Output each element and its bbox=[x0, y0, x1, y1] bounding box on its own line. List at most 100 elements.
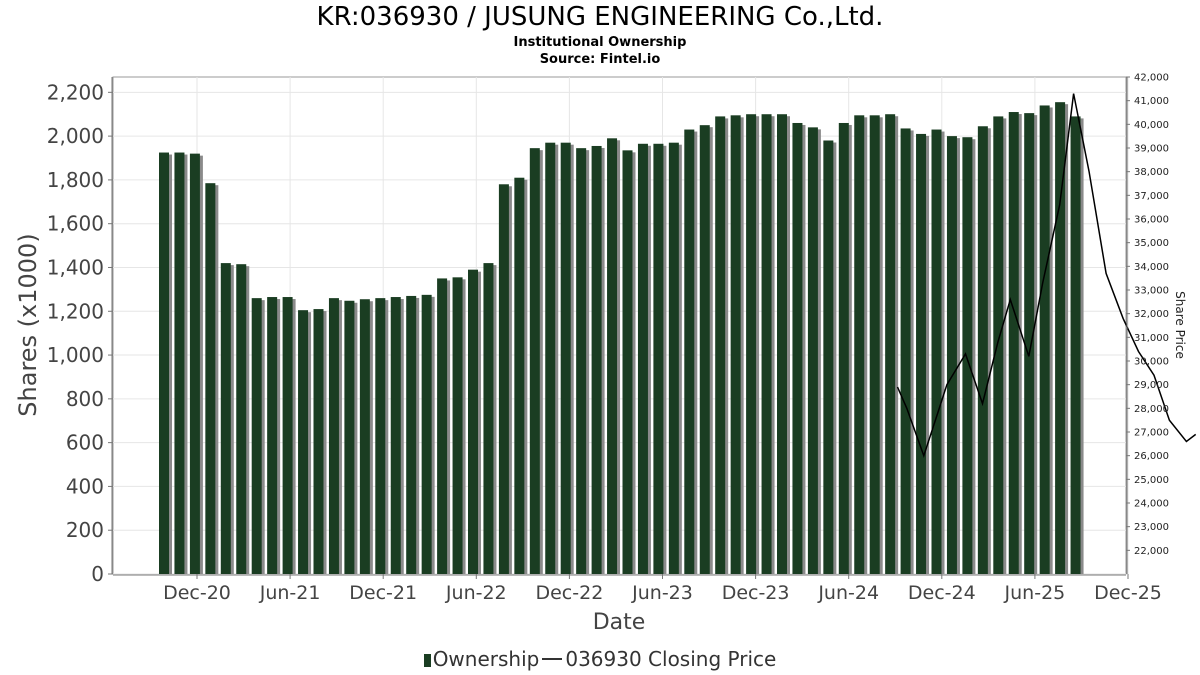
ownership-bar bbox=[668, 142, 679, 575]
y-tick-label: 600 bbox=[66, 431, 104, 455]
ownership-legend-swatch bbox=[423, 654, 431, 667]
y-tick-label: 1,400 bbox=[47, 255, 104, 279]
x-tick-label: Dec-20 bbox=[163, 582, 231, 604]
x-tick-label: Jun-21 bbox=[259, 582, 321, 604]
ownership-bar bbox=[807, 127, 818, 575]
ownership-bar bbox=[977, 126, 988, 574]
ownership-bar bbox=[282, 297, 293, 574]
ownership-bar bbox=[236, 264, 247, 574]
ownership-bar bbox=[344, 300, 355, 574]
y-tick-label: 2,200 bbox=[47, 80, 104, 104]
ownership-bar bbox=[159, 152, 169, 574]
ownership-bar bbox=[313, 309, 324, 574]
ownership-bar bbox=[854, 115, 865, 575]
ownership-bar bbox=[545, 142, 556, 575]
x-tick-label: Dec-24 bbox=[908, 582, 976, 604]
ownership-bar bbox=[452, 277, 463, 574]
chart-source: Source: Fintel.io bbox=[539, 52, 661, 67]
ownership-bar bbox=[946, 136, 957, 574]
ownership-bar bbox=[730, 115, 741, 575]
ownership-bar bbox=[885, 114, 896, 574]
ownership-bar bbox=[437, 278, 448, 574]
ownership-bar bbox=[777, 114, 787, 574]
ownership-bar bbox=[576, 148, 587, 575]
ownership-bar bbox=[916, 133, 927, 574]
x-tick-label: Dec-23 bbox=[722, 582, 790, 604]
y2-tick-label: 41,000 bbox=[1134, 96, 1169, 107]
ownership-bar bbox=[684, 129, 695, 574]
y2-tick-label: 26,000 bbox=[1134, 451, 1169, 462]
y2-tick-label: 32,000 bbox=[1134, 309, 1169, 320]
x-tick-label: Jun-22 bbox=[445, 582, 507, 604]
ownership-bar bbox=[251, 298, 262, 574]
price-legend-label: 036930 Closing Price bbox=[565, 647, 777, 671]
y-axis-label: Shares (x1000) bbox=[14, 233, 42, 416]
ownership-bar bbox=[607, 138, 618, 575]
ownership-bar bbox=[174, 152, 185, 574]
y2-tick-label: 39,000 bbox=[1134, 144, 1169, 155]
ownership-bar bbox=[560, 142, 571, 575]
y2-axis-label: Share Price bbox=[1173, 291, 1187, 359]
ownership-legend-label: Ownership bbox=[432, 647, 540, 671]
ownership-bar bbox=[421, 294, 432, 574]
y2-tick-label: 31,000 bbox=[1134, 333, 1169, 344]
y2-tick-label: 35,000 bbox=[1134, 238, 1169, 249]
ownership-bar bbox=[1070, 116, 1081, 574]
ownership-bar bbox=[715, 116, 726, 574]
y-tick-label: 400 bbox=[66, 474, 104, 498]
x-tick-label: Dec-25 bbox=[1094, 582, 1162, 604]
x-tick-label: Dec-21 bbox=[349, 582, 417, 604]
ownership-bar bbox=[359, 299, 370, 574]
y2-tick-label: 36,000 bbox=[1134, 215, 1169, 226]
ownership-bar bbox=[792, 122, 803, 575]
ownership-bar bbox=[637, 143, 648, 574]
ownership-bar bbox=[823, 140, 834, 574]
y2-tick-label: 40,000 bbox=[1134, 120, 1169, 131]
y-tick-label: 0 bbox=[91, 562, 104, 586]
y2-tick-label: 30,000 bbox=[1134, 357, 1169, 368]
y2-tick-label: 25,000 bbox=[1134, 475, 1169, 486]
chart-subtitle: Institutional Ownership bbox=[513, 35, 687, 50]
ownership-bar bbox=[220, 263, 231, 574]
ownership-bar bbox=[900, 128, 911, 574]
y2-tick-label: 38,000 bbox=[1134, 167, 1169, 178]
ownership-bar bbox=[483, 263, 494, 574]
ownership-bar bbox=[761, 114, 772, 574]
ownership-bar bbox=[514, 177, 525, 574]
x-tick-label: Dec-22 bbox=[535, 582, 603, 604]
y2-tick-label: 22,000 bbox=[1134, 546, 1169, 557]
axes: 0 200 400 600 800 1,000 1,200 1,400 1,600 1,800 2,… bbox=[47, 73, 1169, 605]
y-tick-label: 1,000 bbox=[47, 343, 104, 367]
closing-price-line bbox=[896, 93, 1197, 459]
y-tick-label: 2,000 bbox=[47, 124, 104, 148]
ownership-bar bbox=[267, 297, 278, 574]
y-tick-label: 1,200 bbox=[47, 299, 104, 323]
ownership-bar bbox=[653, 143, 664, 574]
x-tick-label: Jun-24 bbox=[817, 582, 879, 604]
y-tick-label: 1,600 bbox=[47, 212, 104, 236]
ownership-bar bbox=[328, 298, 339, 574]
ownership-bar bbox=[390, 297, 401, 574]
y-tick-label: 200 bbox=[66, 518, 104, 542]
ownership-bar bbox=[468, 269, 478, 574]
x-tick-label: Jun-25 bbox=[1004, 582, 1066, 604]
ownership-bar bbox=[699, 125, 710, 574]
ownership-bar bbox=[298, 310, 309, 574]
ownership-bar bbox=[838, 122, 849, 575]
ownership-bar bbox=[406, 295, 417, 574]
ownership-bar bbox=[746, 114, 757, 574]
ownership-bar bbox=[591, 145, 602, 574]
y2-tick-label: 27,000 bbox=[1134, 428, 1169, 439]
ownership-bar bbox=[205, 183, 216, 574]
ownership-bar bbox=[993, 116, 1004, 574]
chart-title: KR:036930 / JUSUNG ENGINEERING Co.,Ltd. bbox=[316, 2, 884, 32]
chart-legend: Ownership 036930 Closing Price bbox=[0, 647, 1200, 671]
y2-tick-label: 37,000 bbox=[1134, 191, 1169, 202]
y2-tick-label: 34,000 bbox=[1134, 262, 1169, 273]
ownership-bar bbox=[1039, 105, 1050, 574]
ownership-bar bbox=[529, 148, 540, 575]
x-tick-label: Jun-23 bbox=[631, 582, 693, 604]
ownership-bars bbox=[159, 102, 1084, 575]
ownership-bar bbox=[1055, 102, 1066, 575]
